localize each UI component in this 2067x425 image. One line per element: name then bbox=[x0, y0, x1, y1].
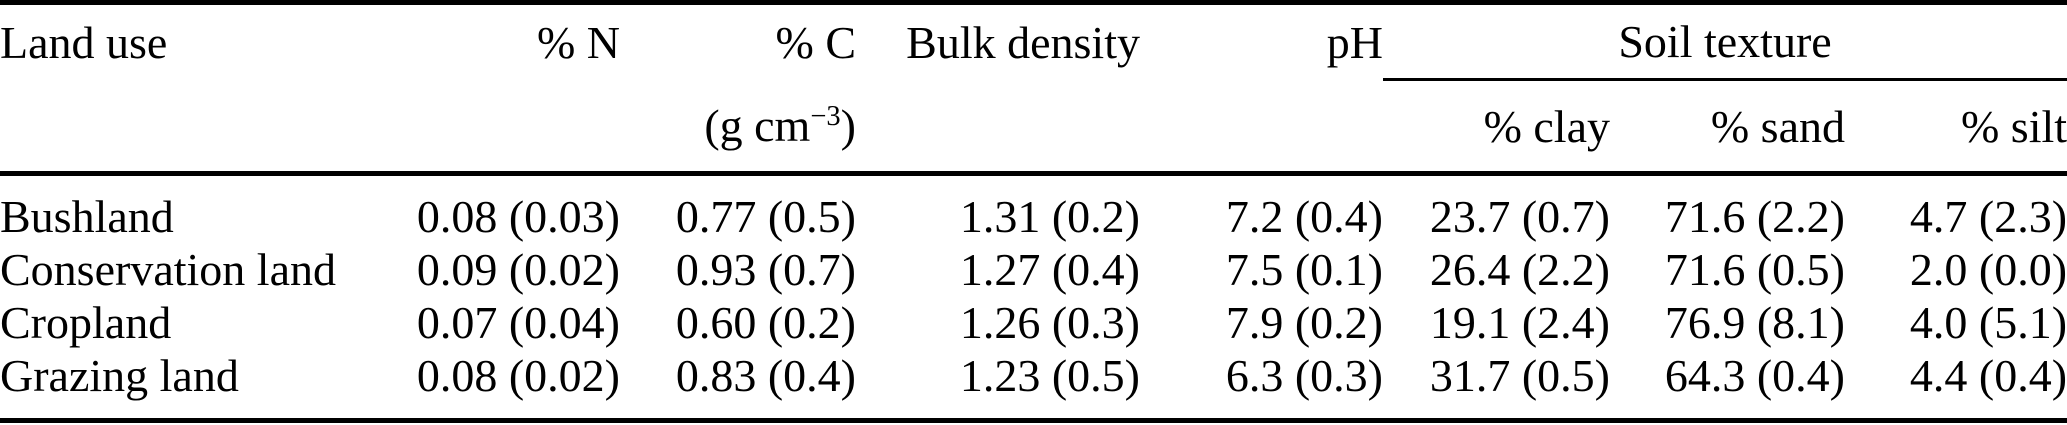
table-row: Conservation land 0.09 (0.02) 0.93 (0.7)… bbox=[0, 243, 2067, 296]
cell-bulk-density: 1.23 (0.5) bbox=[959, 350, 1140, 401]
header-spacer-pct-n bbox=[392, 79, 620, 176]
cell-pct-clay: 19.1 (2.4) bbox=[1429, 297, 1610, 348]
cell-pct-silt: 4.0 (5.1) bbox=[1909, 297, 2067, 348]
cell-pct-clay: 23.7 (0.7) bbox=[1429, 191, 1610, 242]
table-row: Bushland 0.08 (0.03) 0.77 (0.5) 1.31 (0.… bbox=[0, 174, 2067, 244]
header-spacer-ph bbox=[1140, 79, 1383, 176]
cell-land-use: Bushland bbox=[0, 191, 174, 242]
cell-pct-c: 0.60 (0.2) bbox=[675, 297, 856, 348]
table-row: Grazing land 0.08 (0.02) 0.83 (0.4) 1.23… bbox=[0, 349, 2067, 421]
cell-bulk-density: 1.27 (0.4) bbox=[959, 244, 1140, 295]
cell-pct-clay: 26.4 (2.2) bbox=[1429, 244, 1610, 295]
cell-pct-c: 0.93 (0.7) bbox=[675, 244, 856, 295]
cell-land-use: Cropland bbox=[0, 297, 172, 348]
cell-pct-n: 0.08 (0.02) bbox=[416, 350, 620, 401]
header-pct-clay: % clay bbox=[1383, 79, 1610, 176]
cell-bulk-density: 1.26 (0.3) bbox=[959, 297, 1140, 348]
table-row: Cropland 0.07 (0.04) 0.60 (0.2) 1.26 (0.… bbox=[0, 296, 2067, 349]
c-unit-prefix: (g cm bbox=[704, 99, 811, 151]
cell-pct-c: 0.83 (0.4) bbox=[675, 350, 856, 401]
header-soil-texture-group: Soil texture bbox=[1383, 2, 2067, 81]
header-c-unit: (g cm−3) bbox=[620, 79, 856, 176]
header-land-use: Land use bbox=[0, 16, 168, 68]
cell-ph: 7.9 (0.2) bbox=[1225, 297, 1383, 348]
cell-ph: 6.3 (0.3) bbox=[1225, 350, 1383, 401]
header-spacer-bulk-density bbox=[856, 79, 1140, 176]
cell-land-use: Grazing land bbox=[0, 350, 239, 401]
cell-pct-sand: 71.6 (2.2) bbox=[1664, 191, 1845, 242]
cell-pct-silt: 2.0 (0.0) bbox=[1909, 244, 2067, 295]
header-ph: pH bbox=[1326, 16, 1383, 68]
c-unit-exponent: −3 bbox=[810, 101, 841, 133]
header-pct-sand: % sand bbox=[1610, 79, 1845, 176]
cell-land-use: Conservation land bbox=[0, 244, 336, 295]
cell-pct-n: 0.09 (0.02) bbox=[416, 244, 620, 295]
cell-pct-clay: 31.7 (0.5) bbox=[1429, 350, 1610, 401]
c-unit-suffix: ) bbox=[840, 99, 856, 151]
cell-pct-sand: 64.3 (0.4) bbox=[1664, 350, 1845, 401]
header-pct-n: % N bbox=[536, 16, 620, 68]
header-pct-c: % C bbox=[775, 16, 857, 68]
cell-pct-n: 0.08 (0.03) bbox=[416, 191, 620, 242]
cell-pct-silt: 4.7 (2.3) bbox=[1909, 191, 2067, 242]
cell-pct-sand: 76.9 (8.1) bbox=[1664, 297, 1845, 348]
cell-pct-silt: 4.4 (0.4) bbox=[1909, 350, 2067, 401]
cell-ph: 7.5 (0.1) bbox=[1225, 244, 1383, 295]
header-row-1: Land use % N % C Bulk density pH Soil te… bbox=[0, 2, 2067, 81]
header-pct-silt: % silt bbox=[1845, 79, 2067, 176]
header-spacer-land-use bbox=[0, 79, 392, 176]
header-row-2: (g cm−3) % clay % sand % silt bbox=[0, 79, 2067, 176]
header-bulk-density: Bulk density bbox=[906, 16, 1140, 68]
cell-bulk-density: 1.31 (0.2) bbox=[959, 191, 1140, 242]
cell-ph: 7.2 (0.4) bbox=[1225, 191, 1383, 242]
cell-pct-n: 0.07 (0.04) bbox=[416, 297, 620, 348]
cell-pct-sand: 71.6 (0.5) bbox=[1664, 244, 1845, 295]
cell-pct-c: 0.77 (0.5) bbox=[675, 191, 856, 242]
